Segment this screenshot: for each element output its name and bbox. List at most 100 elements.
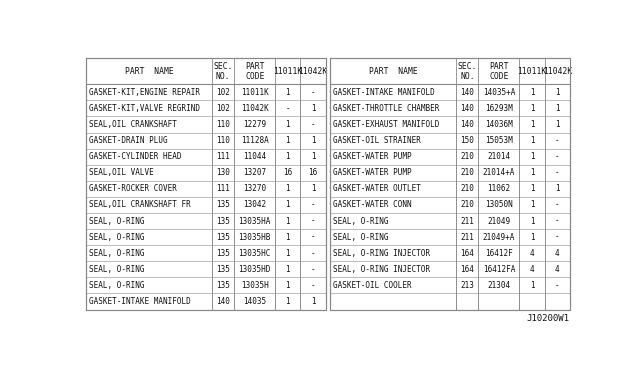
Text: 211: 211 xyxy=(460,217,474,225)
Text: 12279: 12279 xyxy=(243,120,266,129)
Text: GASKET-KIT,VALVE REGRIND: GASKET-KIT,VALVE REGRIND xyxy=(88,104,200,113)
Text: -: - xyxy=(311,120,316,129)
Text: SEAL, O-RING INJECTOR: SEAL, O-RING INJECTOR xyxy=(333,265,430,274)
Text: SEAL, O-RING: SEAL, O-RING xyxy=(333,232,388,241)
Text: 14035+A: 14035+A xyxy=(483,88,515,97)
Text: 211: 211 xyxy=(460,232,474,241)
Text: 16293M: 16293M xyxy=(485,104,513,113)
Text: 13207: 13207 xyxy=(243,168,266,177)
Text: 1: 1 xyxy=(285,120,290,129)
Text: 1: 1 xyxy=(285,185,290,193)
Text: GASKET-EXHAUST MANIFOLD: GASKET-EXHAUST MANIFOLD xyxy=(333,120,439,129)
Text: 1: 1 xyxy=(530,232,534,241)
Text: GASKET-WATER PUMP: GASKET-WATER PUMP xyxy=(333,168,412,177)
Text: 11042K: 11042K xyxy=(241,104,269,113)
Bar xyxy=(86,58,326,310)
Text: 210: 210 xyxy=(460,185,474,193)
Text: 11044: 11044 xyxy=(243,152,266,161)
Text: GASKET-WATER PUMP: GASKET-WATER PUMP xyxy=(333,152,412,161)
Text: 1: 1 xyxy=(285,297,290,306)
Text: 210: 210 xyxy=(460,168,474,177)
Text: SEAL, O-RING: SEAL, O-RING xyxy=(88,217,144,225)
Text: 1: 1 xyxy=(530,104,534,113)
Text: 15053M: 15053M xyxy=(485,136,513,145)
Text: PART  NAME: PART NAME xyxy=(369,67,418,76)
Text: 1: 1 xyxy=(285,265,290,274)
Text: SEC.
NO.: SEC. NO. xyxy=(214,62,233,81)
Text: -: - xyxy=(311,201,316,209)
Text: GASKET-WATER OUTLET: GASKET-WATER OUTLET xyxy=(333,185,420,193)
Text: -: - xyxy=(311,249,316,258)
Text: PART  NAME: PART NAME xyxy=(125,67,173,76)
Text: GASKET-ROCKER COVER: GASKET-ROCKER COVER xyxy=(88,185,177,193)
Text: 11042K: 11042K xyxy=(298,67,328,76)
Text: J10200W1: J10200W1 xyxy=(527,314,570,323)
Text: 13035HA: 13035HA xyxy=(239,217,271,225)
Text: -: - xyxy=(555,168,559,177)
Text: SEAL, O-RING INJECTOR: SEAL, O-RING INJECTOR xyxy=(333,249,430,258)
Text: SEAL, O-RING: SEAL, O-RING xyxy=(88,265,144,274)
Text: 1: 1 xyxy=(285,217,290,225)
Text: 1: 1 xyxy=(530,152,534,161)
Text: 1: 1 xyxy=(530,136,534,145)
Text: 111: 111 xyxy=(216,152,230,161)
Text: GASKET-OIL COOLER: GASKET-OIL COOLER xyxy=(333,281,412,290)
Bar xyxy=(86,58,326,310)
Text: 4: 4 xyxy=(530,265,534,274)
Text: GASKET-INTAKE MANIFOLD: GASKET-INTAKE MANIFOLD xyxy=(333,88,435,97)
Text: PART
CODE: PART CODE xyxy=(245,62,264,81)
Text: 1: 1 xyxy=(311,297,316,306)
Text: 1: 1 xyxy=(285,136,290,145)
Text: 11062: 11062 xyxy=(487,185,511,193)
Text: 16: 16 xyxy=(284,168,292,177)
Text: 210: 210 xyxy=(460,201,474,209)
Text: 110: 110 xyxy=(216,120,230,129)
Text: GASKET-INTAKE MANIFOLD: GASKET-INTAKE MANIFOLD xyxy=(88,297,190,306)
Text: 16412F: 16412F xyxy=(485,249,513,258)
Text: 11011K: 11011K xyxy=(273,67,303,76)
Text: 1: 1 xyxy=(285,88,290,97)
Text: SEC.
NO.: SEC. NO. xyxy=(458,62,477,81)
Text: 21049: 21049 xyxy=(487,217,511,225)
Text: 1: 1 xyxy=(555,104,559,113)
Bar xyxy=(330,58,570,310)
Text: 21014: 21014 xyxy=(487,152,511,161)
Text: -: - xyxy=(555,281,559,290)
Text: 1: 1 xyxy=(555,88,559,97)
Text: 1: 1 xyxy=(530,201,534,209)
Text: 1: 1 xyxy=(285,232,290,241)
Text: 140: 140 xyxy=(460,120,474,129)
Text: 1: 1 xyxy=(555,120,559,129)
Text: 11011K: 11011K xyxy=(517,67,547,76)
Text: 102: 102 xyxy=(216,104,230,113)
Text: 140: 140 xyxy=(216,297,230,306)
Text: 140: 140 xyxy=(460,104,474,113)
Text: 135: 135 xyxy=(216,217,230,225)
Text: 164: 164 xyxy=(460,265,474,274)
Text: 210: 210 xyxy=(460,152,474,161)
Text: 111: 111 xyxy=(216,185,230,193)
Text: GASKET-DRAIN PLUG: GASKET-DRAIN PLUG xyxy=(88,136,167,145)
Text: 13035HC: 13035HC xyxy=(239,249,271,258)
Text: SEAL,OIL CRANKSHAFT FR: SEAL,OIL CRANKSHAFT FR xyxy=(88,201,190,209)
Text: 1: 1 xyxy=(555,185,559,193)
Text: SEAL,OIL CRANKSHAFT: SEAL,OIL CRANKSHAFT xyxy=(88,120,177,129)
Text: 135: 135 xyxy=(216,232,230,241)
Text: GASKET-KIT,ENGINE REPAIR: GASKET-KIT,ENGINE REPAIR xyxy=(88,88,200,97)
Text: -: - xyxy=(555,152,559,161)
Text: 14036M: 14036M xyxy=(485,120,513,129)
Text: 4: 4 xyxy=(530,249,534,258)
Text: 11042K: 11042K xyxy=(543,67,572,76)
Text: -: - xyxy=(311,88,316,97)
Text: 21014+A: 21014+A xyxy=(483,168,515,177)
Text: 102: 102 xyxy=(216,88,230,97)
Text: 1: 1 xyxy=(285,201,290,209)
Text: SEAL, O-RING: SEAL, O-RING xyxy=(88,249,144,258)
Text: 1: 1 xyxy=(530,217,534,225)
Text: GASKET-OIL STRAINER: GASKET-OIL STRAINER xyxy=(333,136,420,145)
Text: 135: 135 xyxy=(216,265,230,274)
Text: 1: 1 xyxy=(530,185,534,193)
Text: 14035: 14035 xyxy=(243,297,266,306)
Text: 164: 164 xyxy=(460,249,474,258)
Text: 11011K: 11011K xyxy=(241,88,269,97)
